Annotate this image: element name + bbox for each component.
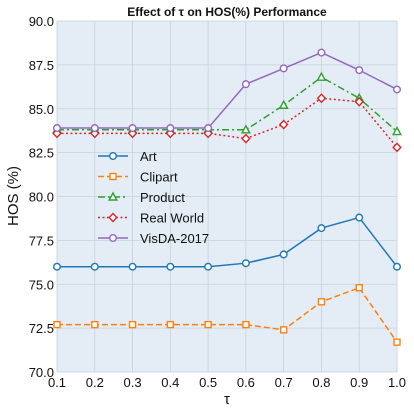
chart-title: Effect of τ on HOS(%) Performance bbox=[127, 5, 327, 19]
series-line-clipart bbox=[57, 286, 398, 343]
data-point-product bbox=[240, 124, 251, 134]
data-point-real-world bbox=[392, 142, 402, 153]
data-point-clipart bbox=[393, 338, 401, 346]
series-lines bbox=[57, 51, 398, 343]
x-tick-label: 0.1 bbox=[48, 375, 66, 390]
data-point-art bbox=[355, 213, 364, 222]
data-point-real-world bbox=[354, 96, 364, 107]
data-point-art bbox=[204, 262, 213, 271]
x-tick-label: 0.4 bbox=[161, 375, 179, 390]
x-tick-label: 0.3 bbox=[124, 375, 142, 390]
x-tick-label: 1.0 bbox=[388, 375, 406, 390]
data-point-product bbox=[278, 99, 289, 109]
data-point-visda-2017 bbox=[241, 80, 250, 89]
data-point-visda-2017 bbox=[53, 124, 62, 133]
x-tick-label: 0.6 bbox=[237, 375, 255, 390]
x-tick-label: 0.7 bbox=[275, 375, 293, 390]
data-point-product bbox=[316, 71, 327, 81]
series-markers bbox=[52, 48, 402, 346]
x-tick-label: 0.5 bbox=[199, 375, 217, 390]
data-point-product bbox=[392, 126, 402, 136]
data-point-clipart bbox=[242, 320, 250, 329]
data-point-art bbox=[128, 262, 137, 271]
data-point-visda-2017 bbox=[166, 124, 175, 133]
data-point-clipart bbox=[279, 326, 288, 334]
y-tick-label: 70.0 bbox=[29, 365, 54, 380]
legend-label-real-world: Real World bbox=[140, 211, 204, 226]
x-tick-label: 0.2 bbox=[86, 375, 104, 390]
data-point-art bbox=[90, 262, 99, 271]
y-tick-label: 90.0 bbox=[29, 14, 54, 29]
data-point-clipart bbox=[317, 298, 326, 306]
y-tick-label: 80.0 bbox=[29, 190, 54, 205]
data-point-clipart bbox=[128, 320, 137, 329]
data-point-real-world bbox=[127, 128, 138, 139]
data-point-real-world bbox=[278, 119, 289, 130]
data-point-visda-2017 bbox=[393, 85, 402, 94]
series-line-visda-2017 bbox=[57, 51, 398, 129]
legend-label-visda-2017: VisDA-2017 bbox=[140, 231, 209, 246]
data-point-clipart bbox=[53, 320, 61, 329]
legend: Art Clipart Product Real World VisDA-2017 bbox=[98, 149, 209, 246]
data-point-real-world bbox=[241, 133, 251, 144]
data-point-visda-2017 bbox=[90, 124, 99, 133]
data-point-clipart bbox=[91, 320, 99, 329]
y-tick-label: 85.0 bbox=[29, 102, 54, 117]
y-tick-label: 87.5 bbox=[29, 58, 54, 73]
data-point-art bbox=[279, 250, 288, 259]
y-tick-label: 75.0 bbox=[29, 277, 54, 292]
series-line-art bbox=[57, 216, 398, 268]
y-tick-label: 77.5 bbox=[29, 233, 54, 248]
data-point-art bbox=[393, 262, 402, 271]
legend-marker-visda-2017 bbox=[108, 233, 117, 242]
data-point-real-world bbox=[316, 93, 327, 104]
data-point-art bbox=[53, 262, 62, 271]
y-tick-labels: 70.0 72.5 75.0 77.5 80.0 82.5 85.0 87.5 90.0 bbox=[29, 14, 54, 380]
x-tick-labels: 0.1 0.2 0.3 0.4 0.5 0.6 0.7 0.8 0.9 1.0 bbox=[48, 375, 406, 390]
data-point-visda-2017 bbox=[317, 48, 326, 57]
y-tick-label: 82.5 bbox=[29, 146, 54, 161]
data-point-visda-2017 bbox=[355, 66, 364, 75]
data-point-visda-2017 bbox=[204, 124, 213, 133]
y-tick-label: 72.5 bbox=[29, 321, 54, 336]
data-point-art bbox=[166, 262, 175, 271]
legend-label-product: Product bbox=[140, 190, 185, 205]
x-tick-label: 0.9 bbox=[350, 375, 368, 390]
x-tick-label: 0.8 bbox=[312, 375, 330, 390]
data-point-art bbox=[241, 259, 250, 268]
y-axis-title: HOS (%) bbox=[5, 166, 22, 226]
legend-label-art: Art bbox=[140, 149, 157, 164]
legend-marker-art bbox=[108, 151, 117, 160]
series-line-product bbox=[57, 76, 398, 133]
data-point-art bbox=[317, 224, 326, 233]
data-point-clipart bbox=[166, 320, 175, 329]
legend-marker-clipart bbox=[109, 172, 117, 181]
data-point-visda-2017 bbox=[279, 64, 288, 73]
data-point-visda-2017 bbox=[128, 124, 137, 133]
x-axis-title: τ bbox=[224, 391, 230, 408]
legend-marker-real-world bbox=[108, 212, 118, 223]
data-point-clipart bbox=[204, 320, 212, 329]
data-point-clipart bbox=[355, 284, 363, 292]
legend-label-clipart: Clipart bbox=[140, 170, 178, 185]
legend-marker-product bbox=[108, 191, 118, 201]
data-point-real-world bbox=[52, 128, 62, 139]
